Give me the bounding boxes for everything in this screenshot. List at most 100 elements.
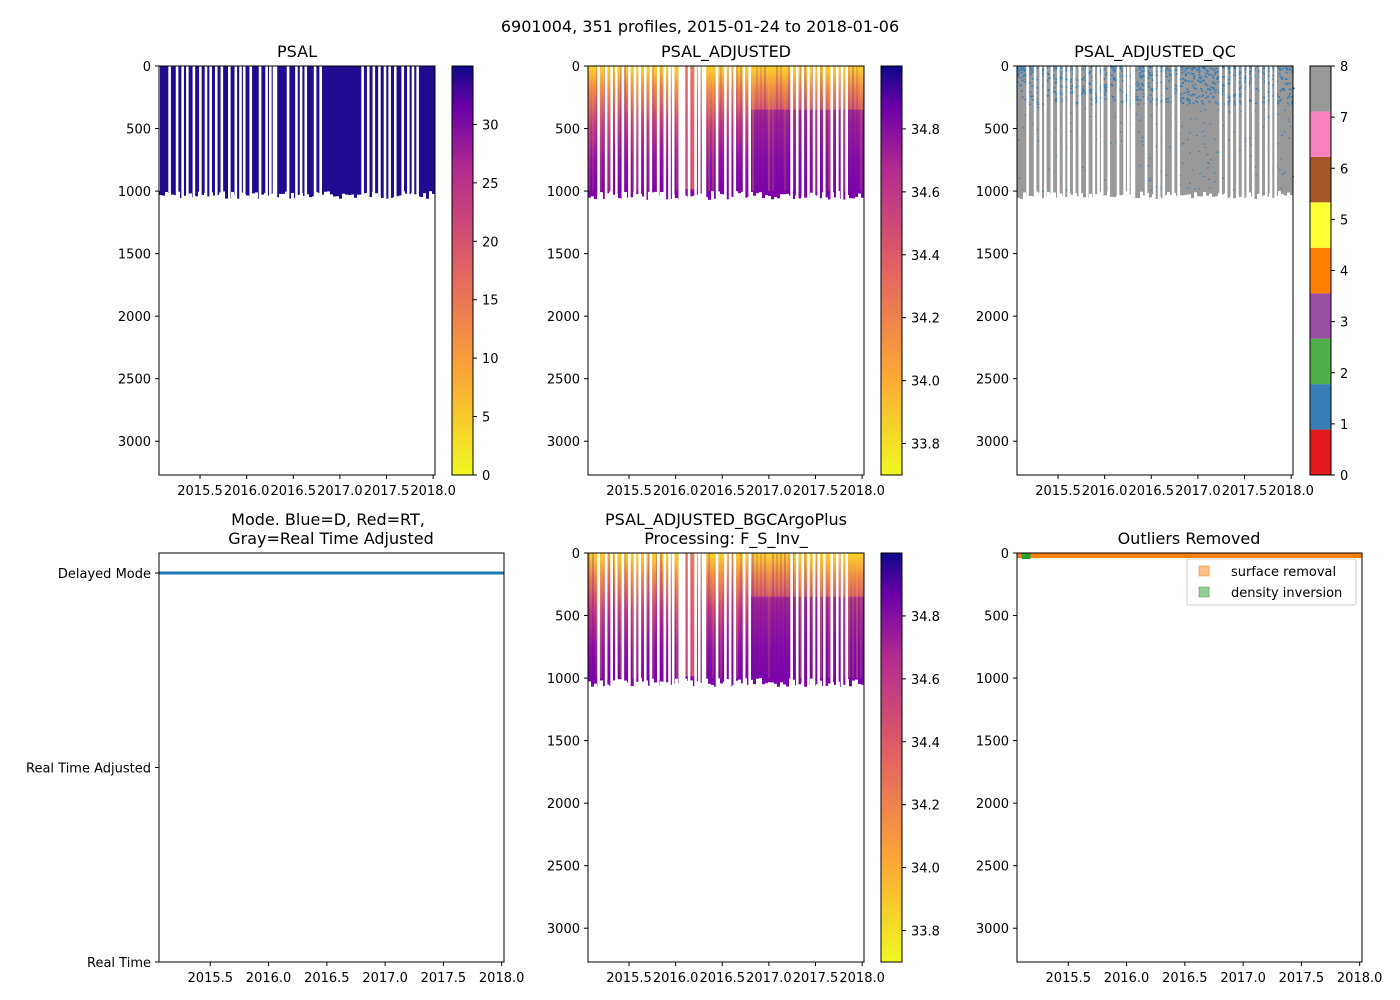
profile-tail <box>1134 189 1137 199</box>
qc-flag-1 <box>1244 75 1247 78</box>
qc-flag-1 <box>1200 76 1203 78</box>
profile-gap <box>411 66 415 204</box>
profile-tail <box>624 676 627 681</box>
qc-flag-1 <box>1029 68 1032 70</box>
qc-flag-1 <box>1248 137 1251 139</box>
profile-tail <box>660 189 663 192</box>
qc-flag-1 <box>1206 153 1209 156</box>
profile-gap <box>649 66 653 204</box>
profile-tail <box>759 189 762 193</box>
qc-flag-1 <box>1056 81 1059 84</box>
profile-column <box>592 553 594 679</box>
qc-flag-1 <box>1165 75 1168 78</box>
surface-removal-points <box>1017 553 1362 558</box>
qc-flag-1 <box>1201 102 1204 105</box>
qc-flag-1 <box>1071 91 1074 94</box>
profile-tail <box>1083 189 1086 198</box>
qc-flag-1 <box>1287 118 1290 120</box>
panel-psal-adjusted: PSAL_ADJUSTED 2015.5 2016.0 2016.5 2017.0 20… <box>547 42 940 499</box>
profile-tail <box>783 189 786 195</box>
profile-gap <box>638 66 641 204</box>
qc-flag-1 <box>1042 68 1045 71</box>
profile-gap <box>1269 66 1273 204</box>
qc-flag-1 <box>1186 88 1189 91</box>
qc-flag-1 <box>1183 70 1186 73</box>
qc-flag-1 <box>1040 85 1043 88</box>
qc-flag-1 <box>1168 70 1171 72</box>
profile-tail <box>588 676 591 682</box>
qc-flag-1 <box>1221 89 1224 92</box>
profile-column <box>784 66 786 192</box>
profile-gap <box>733 66 737 204</box>
qc-flag-1 <box>1103 68 1106 71</box>
qc-flag-1 <box>1243 77 1246 79</box>
panel-psal-adjusted-qc-yticks: 0 500 1000 1500 2000 2500 3000 <box>976 60 1017 450</box>
qc-flag-1 <box>1138 88 1141 91</box>
x-tick-label: 2016.0 <box>1104 971 1150 986</box>
qc-flag-1 <box>1142 95 1145 98</box>
profile-tail <box>825 189 828 198</box>
profile-tail <box>771 676 774 683</box>
qc-flag-1 <box>1052 69 1055 72</box>
qc-flag-1 <box>1286 97 1289 99</box>
profile-tail <box>312 189 315 197</box>
qc-flag-1 <box>1263 72 1266 75</box>
x-tick-label: 2015.5 <box>606 971 652 986</box>
qc-flag-1 <box>1195 69 1198 71</box>
qc-flag-1 <box>1240 114 1243 117</box>
profile-tail <box>696 676 699 682</box>
profile-gap <box>1236 66 1239 204</box>
qc-flag-1 <box>1141 76 1144 78</box>
qc-flag-1 <box>1206 88 1209 90</box>
panel-psal-adjusted-qc-xticks: 2015.5 2016.0 2016.5 2017.0 2017.5 2018.0 <box>1035 475 1314 499</box>
profile-tail <box>1167 189 1170 193</box>
qc-flag-1 <box>1201 89 1204 92</box>
profile-tail <box>324 189 327 192</box>
profile-gap <box>186 66 189 204</box>
x-tick-label: 2016.0 <box>224 484 270 499</box>
qc-flag-1 <box>1155 145 1158 147</box>
profile-column <box>776 66 778 192</box>
profile-gap <box>1246 66 1249 204</box>
profile-gap <box>209 66 212 204</box>
x-tick-label: 2016.5 <box>1162 971 1208 986</box>
qc-flag-1 <box>1142 67 1145 69</box>
qc-flag-1 <box>1205 75 1208 78</box>
profile-tail <box>1182 189 1185 196</box>
profile-column <box>860 66 862 192</box>
qc-flag-1 <box>1054 98 1057 101</box>
profile-gap <box>728 553 732 691</box>
profile-gap <box>657 66 660 204</box>
qc-flag-1 <box>1084 108 1087 110</box>
y-tick-label: 3000 <box>118 435 151 450</box>
profile-tail <box>1254 189 1257 199</box>
qc-flag-1 <box>1217 91 1220 94</box>
profile-gap <box>295 66 298 204</box>
profile-gap <box>1092 66 1096 204</box>
x-tick-label: 2018.0 <box>839 971 885 986</box>
qc-flag-1 <box>1227 100 1230 103</box>
profile-gap <box>1107 66 1111 204</box>
qc-flag-1 <box>1168 80 1171 82</box>
qc-flag-1 <box>1031 71 1034 74</box>
qc-flag-1 <box>1248 99 1251 101</box>
panel-psal-adjusted-bgc: PSAL_ADJUSTED_BGCArgoPlus Processing: F_… <box>547 510 940 986</box>
panel-psal-adjusted-colorbar <box>880 65 903 476</box>
qc-flag-1 <box>1151 88 1154 91</box>
profile-gap <box>192 66 196 204</box>
qc-flag-1 <box>1165 174 1168 176</box>
qc-flag-1 <box>1069 80 1072 83</box>
profile-column <box>632 66 634 192</box>
qc-flag-1 <box>1183 79 1186 81</box>
qc-flag-1 <box>1271 84 1274 87</box>
qc-flag-1 <box>1037 140 1040 142</box>
profile-tail <box>309 189 312 198</box>
qc-flag-1 <box>1280 158 1282 160</box>
profile-tail <box>720 189 723 195</box>
qc-flag-1 <box>1054 82 1057 84</box>
qc-flag-1 <box>1025 75 1028 77</box>
qc-flag-1 <box>1217 103 1220 105</box>
profile-gap <box>615 553 618 691</box>
qc-flag-1 <box>1141 89 1144 91</box>
qc-flag-1 <box>1283 131 1286 133</box>
